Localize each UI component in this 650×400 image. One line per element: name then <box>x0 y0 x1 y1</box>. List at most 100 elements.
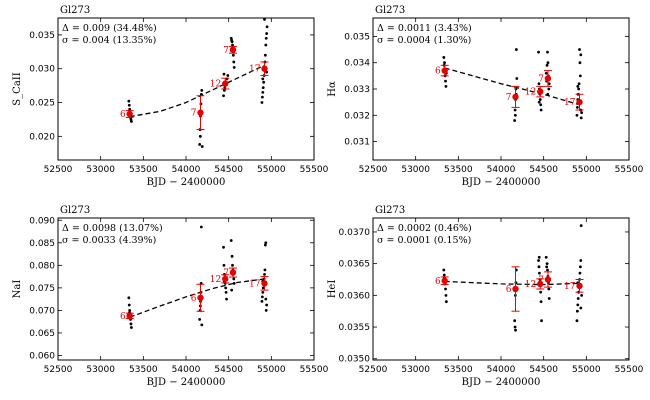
x-tick-label: 52500 <box>359 165 388 175</box>
y-tick-label: 0.090 <box>29 216 55 226</box>
raw-data-point <box>260 95 264 99</box>
x-tick-label: 55500 <box>615 365 644 375</box>
raw-data-point <box>540 319 543 323</box>
raw-data-point <box>261 286 265 290</box>
x-tick-label: 52500 <box>44 365 73 375</box>
mean-point <box>261 65 268 72</box>
raw-data-point <box>579 53 583 57</box>
raw-data-point <box>265 303 269 307</box>
raw-data-point <box>443 61 446 65</box>
mean-point <box>441 67 448 74</box>
raw-data-point <box>264 297 268 301</box>
count-label: 7 <box>223 46 229 56</box>
raw-data-point <box>444 293 448 297</box>
raw-data-point <box>263 17 266 21</box>
raw-data-point <box>578 48 581 51</box>
raw-data-point <box>442 56 446 59</box>
x-tick-label: 53500 <box>129 165 158 175</box>
raw-data-point <box>577 87 581 91</box>
raw-data-point <box>539 103 543 107</box>
raw-data-point <box>546 50 549 54</box>
raw-data-point <box>198 143 202 146</box>
x-tick-label: 53000 <box>86 365 115 375</box>
raw-data-point <box>261 290 265 294</box>
x-tick-label: 54500 <box>529 165 558 175</box>
raw-data-point <box>260 101 264 104</box>
count-label: 7 <box>538 74 544 84</box>
raw-data-point <box>539 300 543 304</box>
mean-point <box>537 280 544 288</box>
count-label: 7 <box>538 275 544 285</box>
raw-data-point <box>514 328 517 332</box>
raw-data-point <box>222 72 226 76</box>
mean-point <box>229 46 237 53</box>
raw-data-point <box>513 119 517 122</box>
x-axis-label: BJD − 2400000 <box>147 177 226 188</box>
raw-data-point <box>444 300 448 304</box>
count-label: 17 <box>249 65 261 75</box>
raw-data-point <box>538 271 541 275</box>
x-axis-label: BJD − 2400000 <box>147 377 226 388</box>
x-tick-label: 54500 <box>214 365 243 375</box>
y-tick-label: 0.080 <box>29 261 55 271</box>
raw-data-point <box>128 309 132 312</box>
raw-data-point <box>544 255 548 259</box>
count-label: 12 <box>210 275 221 285</box>
raw-data-point <box>580 293 584 297</box>
raw-data-point <box>546 268 549 272</box>
raw-data-point <box>539 290 543 294</box>
fit-curve <box>444 280 580 286</box>
x-tick-label: 53000 <box>401 365 430 375</box>
count-label: 17 <box>564 98 576 108</box>
count-label: 6 <box>120 312 126 322</box>
raw-data-point <box>514 48 518 51</box>
count-label: 12 <box>525 88 536 98</box>
raw-data-point <box>224 286 228 290</box>
raw-data-point <box>198 318 202 321</box>
raw-data-point <box>261 86 265 90</box>
annotation-line: σ = 0.0033 (4.39%) <box>62 235 156 246</box>
panel-title: Gl273 <box>375 5 405 16</box>
raw-data-point <box>265 32 269 35</box>
count-label: 17 <box>249 279 261 289</box>
x-tick-label: 54000 <box>487 165 516 175</box>
raw-data-point <box>199 225 203 229</box>
x-tick-label: 53000 <box>86 165 115 175</box>
raw-data-point <box>578 74 582 78</box>
raw-data-point <box>128 107 132 111</box>
raw-data-point <box>579 224 583 228</box>
raw-data-point <box>513 325 517 329</box>
raw-data-point <box>261 90 265 94</box>
raw-data-point <box>547 297 551 300</box>
y-tick-label: 0.0350 <box>339 355 371 365</box>
raw-data-point <box>538 98 542 101</box>
count-label: 6 <box>435 277 441 287</box>
raw-data-point <box>127 99 131 103</box>
raw-data-point <box>127 296 131 300</box>
panel-1: Gl273 52500 53000 53500 54000 54500 55000 55500… <box>12 5 329 188</box>
raw-data-point <box>263 53 267 57</box>
raw-data-point <box>575 106 579 109</box>
fit-curve <box>129 278 265 318</box>
mean-point <box>229 269 237 276</box>
raw-data-point <box>545 262 549 266</box>
raw-data-point <box>575 319 579 323</box>
count-label: 6 <box>506 285 512 295</box>
raw-data-point <box>537 50 540 54</box>
panel-title: Gl273 <box>375 205 405 216</box>
raw-data-point <box>537 265 541 269</box>
raw-data-point <box>231 43 234 47</box>
x-tick-label: 55000 <box>572 365 601 375</box>
raw-data-point <box>230 254 234 258</box>
mean-point <box>544 75 552 82</box>
count-label: 6 <box>435 67 441 77</box>
y-tick-label: 0.031 <box>344 138 370 148</box>
raw-data-point <box>263 272 266 276</box>
raw-data-point <box>575 113 579 117</box>
x-tick-label: 52500 <box>44 165 73 175</box>
fit-curve <box>129 64 265 118</box>
raw-data-point <box>537 259 540 262</box>
mean-point <box>126 110 133 118</box>
count-label: 17 <box>564 282 576 292</box>
